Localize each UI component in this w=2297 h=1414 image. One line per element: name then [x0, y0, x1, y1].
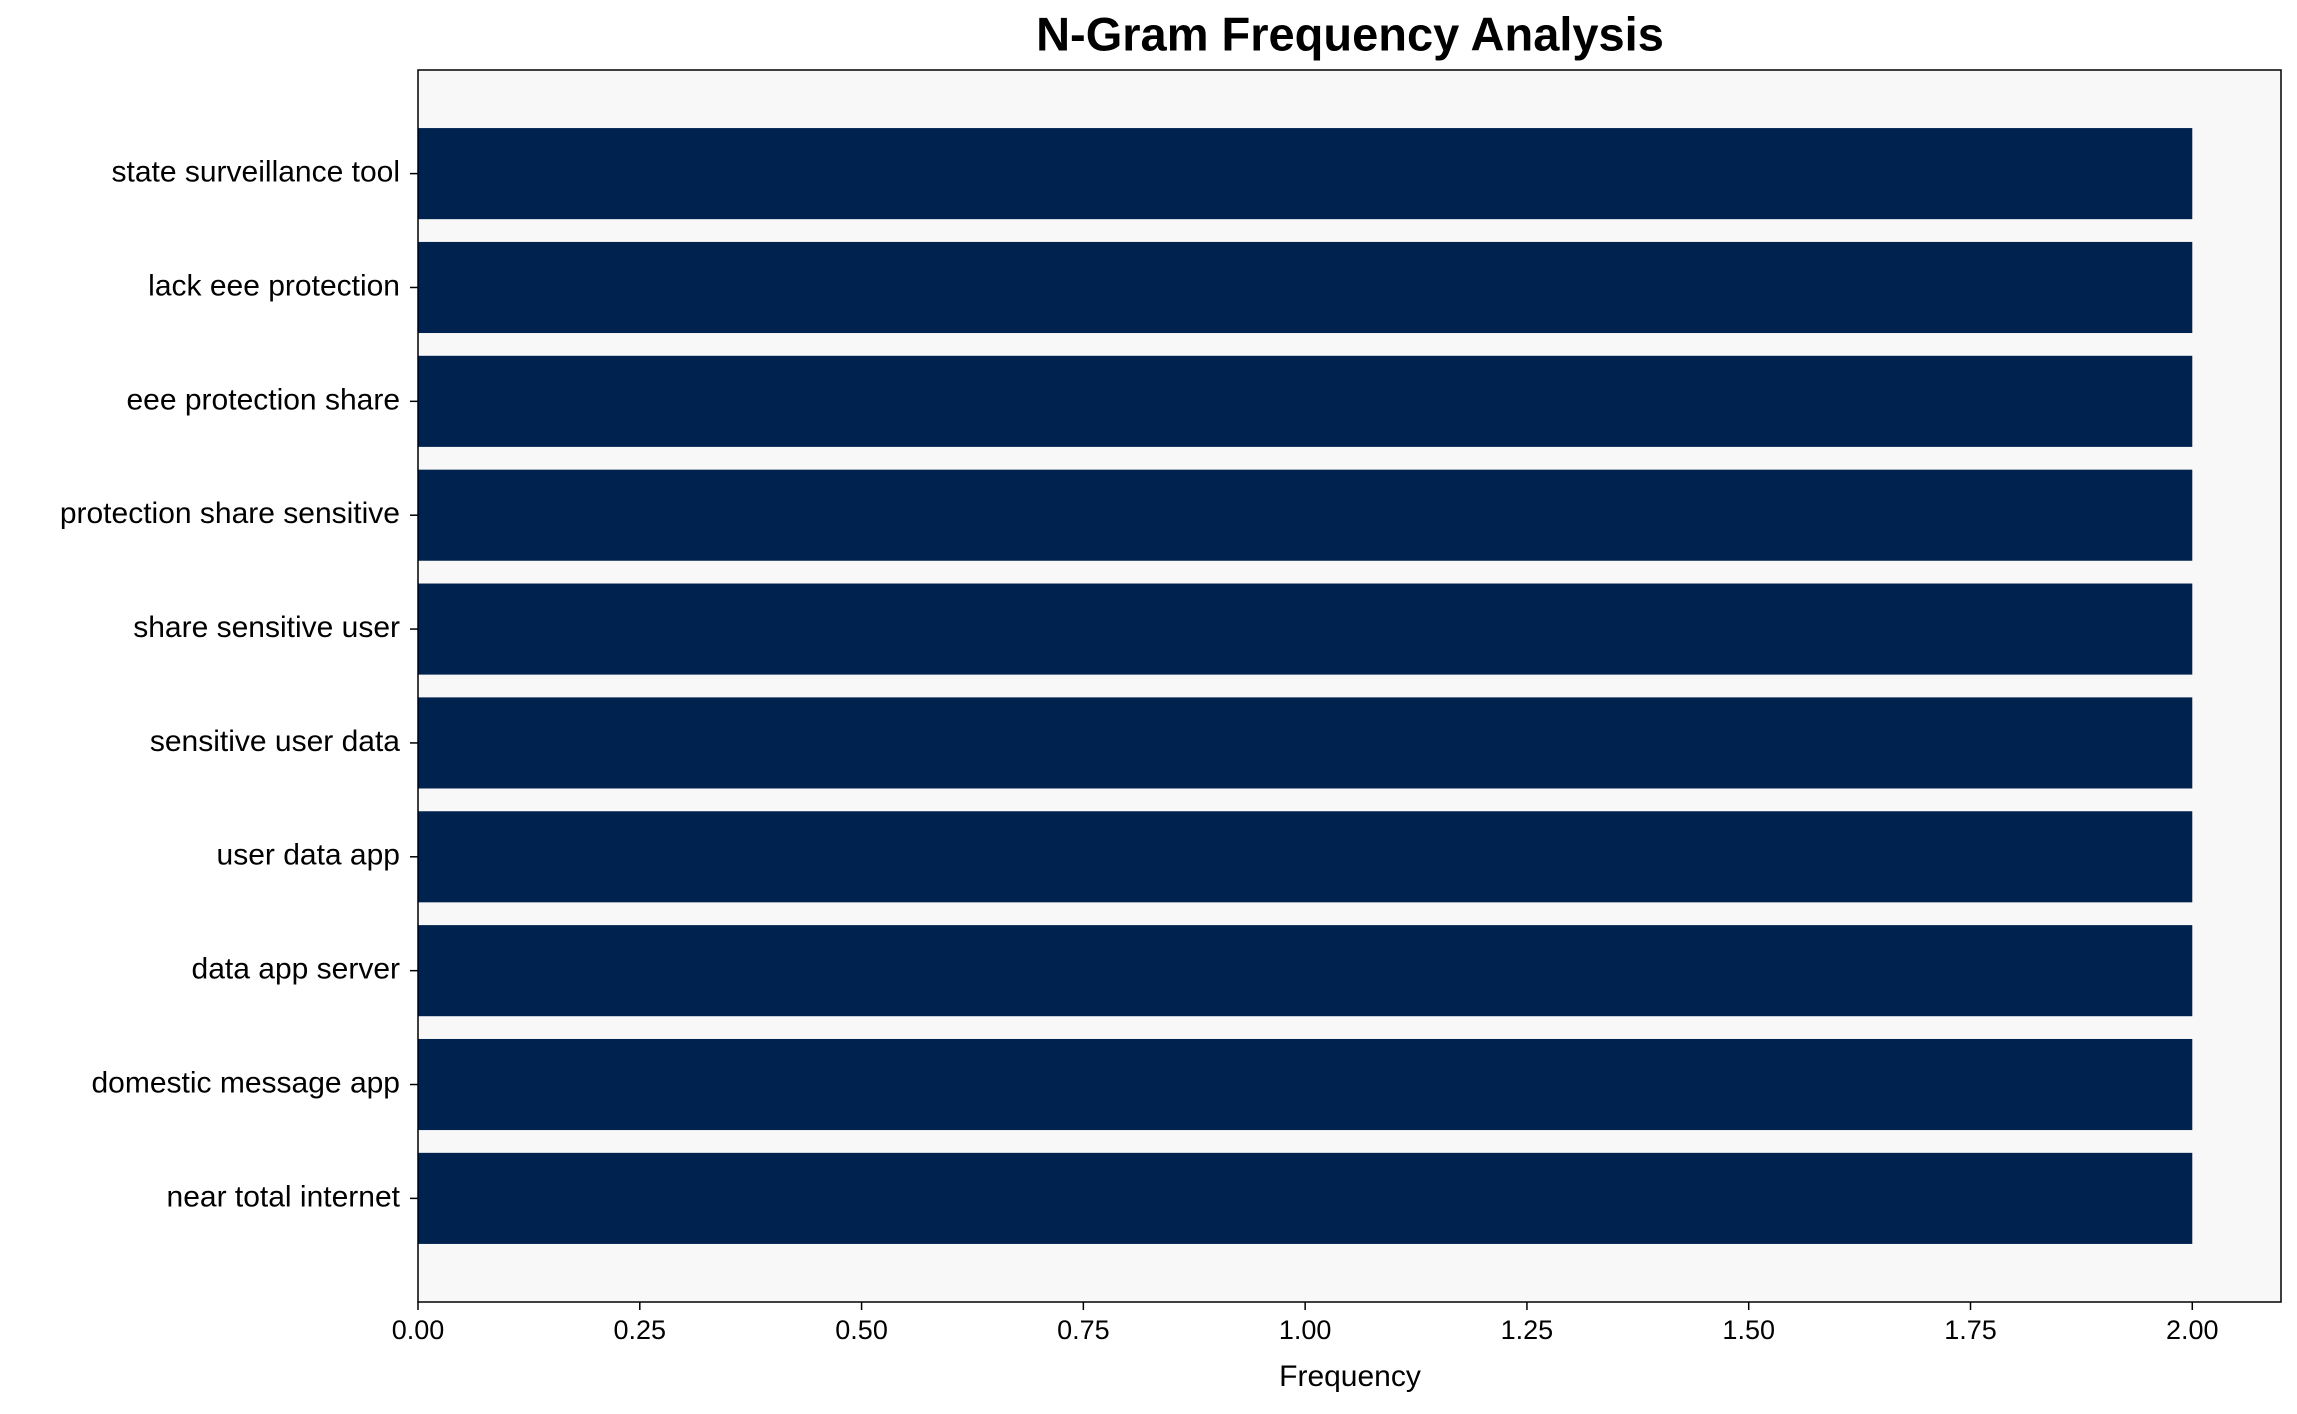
- bar: [418, 811, 2193, 903]
- x-tick-label: 0.00: [392, 1315, 445, 1345]
- plot-frame: [417, 69, 2282, 1303]
- bar: [418, 1152, 2193, 1244]
- y-tick-label: lack eee protection: [148, 269, 400, 302]
- x-tick-label: 1.25: [1501, 1315, 1554, 1345]
- y-tick-label: eee protection share: [126, 383, 400, 416]
- y-tick-label: user data app: [217, 839, 400, 872]
- bar: [418, 355, 2193, 447]
- x-tick-label: 1.75: [1944, 1315, 1997, 1345]
- y-tick-label: domestic message app: [92, 1066, 401, 1099]
- x-tick-label: 0.25: [614, 1315, 667, 1345]
- x-tick-label: 1.50: [1722, 1315, 1775, 1345]
- y-tick-label: share sensitive user: [133, 611, 400, 644]
- bar: [418, 925, 2193, 1017]
- bar: [418, 128, 2193, 220]
- bar: [418, 1038, 2193, 1131]
- x-tick-label: 0.50: [835, 1315, 888, 1345]
- y-tick-label: sensitive user data: [150, 725, 400, 758]
- x-tick-label: 2.00: [2166, 1315, 2219, 1345]
- y-tick-label: data app server: [192, 953, 400, 986]
- y-tick-label: near total internet: [167, 1180, 401, 1213]
- x-axis-label: Frequency: [1279, 1360, 1421, 1393]
- bar: [418, 469, 2193, 561]
- bar: [418, 697, 2193, 789]
- y-tick-label: state surveillance tool: [112, 156, 401, 189]
- chart-title: N-Gram Frequency Analysis: [1036, 7, 1664, 60]
- x-tick-label: 0.75: [1057, 1315, 1110, 1345]
- y-tick-label: protection share sensitive: [60, 497, 400, 530]
- bar: [418, 583, 2193, 675]
- x-tick-label: 1.00: [1279, 1315, 1332, 1345]
- bar: [418, 241, 2193, 334]
